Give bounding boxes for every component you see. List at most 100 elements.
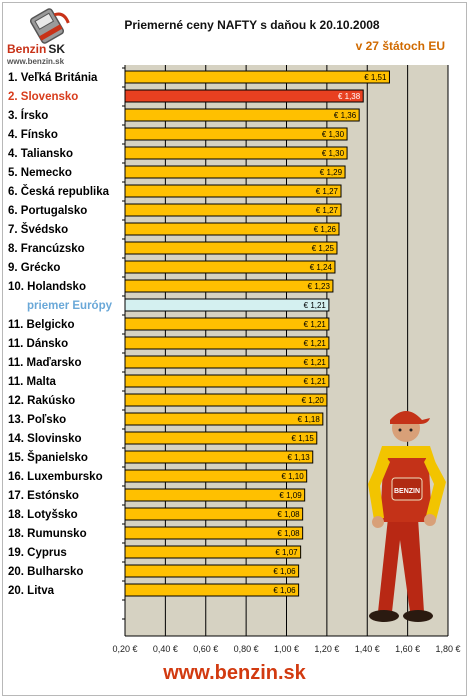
bar-value-label: € 1,08 bbox=[277, 510, 300, 519]
bar bbox=[124, 165, 346, 179]
benzin-sk-logo: Benzin SK www.benzin.sk bbox=[3, 6, 83, 68]
bar bbox=[124, 393, 328, 407]
bar-value-label: € 1,30 bbox=[322, 149, 345, 158]
category-label: 8. Francúzsko bbox=[8, 243, 85, 255]
category-label: 11. Belgicko bbox=[8, 319, 74, 331]
bar-value-label: € 1,29 bbox=[320, 168, 343, 177]
bar bbox=[124, 431, 318, 445]
category-label: 11. Dánsko bbox=[8, 338, 68, 350]
logo-text-suffix: SK bbox=[48, 42, 66, 56]
bar bbox=[124, 260, 336, 274]
bar-value-label: € 1,27 bbox=[316, 187, 339, 196]
category-label: 7. Švédsko bbox=[8, 223, 68, 236]
bar bbox=[124, 241, 338, 255]
bar bbox=[124, 507, 304, 521]
bar-value-label: € 1,24 bbox=[310, 263, 333, 272]
category-label: 13. Poľsko bbox=[8, 414, 66, 426]
bar-value-label: € 1,30 bbox=[322, 130, 345, 139]
chart-subtitle: v 27 štátoch EU bbox=[355, 39, 445, 53]
bar-value-label: € 1,36 bbox=[334, 111, 357, 120]
bar-value-label: € 1,21 bbox=[304, 339, 327, 348]
bar bbox=[124, 146, 348, 160]
bar bbox=[124, 545, 302, 559]
bar bbox=[124, 469, 308, 483]
x-tick-label: 0,80 € bbox=[234, 644, 259, 654]
svg-text:BENZIN: BENZIN bbox=[394, 488, 420, 495]
bar bbox=[124, 488, 306, 502]
category-label: 17. Estónsko bbox=[8, 490, 79, 502]
bar bbox=[124, 89, 364, 103]
bar-value-label: € 1,38 bbox=[338, 92, 361, 101]
bar-value-label: € 1,07 bbox=[275, 548, 298, 557]
category-label: 6. Česká republika bbox=[8, 185, 110, 198]
bar-value-label: € 1,06 bbox=[273, 586, 296, 595]
bar-value-label: € 1,51 bbox=[364, 73, 387, 82]
x-tick-label: 0,20 € bbox=[112, 644, 137, 654]
bar bbox=[124, 526, 304, 540]
x-tick-label: 1,60 € bbox=[395, 644, 420, 654]
bar bbox=[124, 184, 342, 198]
category-label: 9. Grécko bbox=[8, 262, 60, 274]
bar-value-label: € 1,06 bbox=[273, 567, 296, 576]
category-label: 4. Taliansko bbox=[8, 148, 73, 160]
bar-value-label: € 1,09 bbox=[279, 491, 302, 500]
fuel-pump-logo-icon bbox=[29, 8, 70, 44]
x-tick-label: 0,60 € bbox=[193, 644, 218, 654]
bar bbox=[124, 355, 330, 369]
chart-title: Priemerné ceny NAFTY s daňou k 20.10.200… bbox=[124, 18, 380, 32]
bar bbox=[124, 298, 330, 312]
bar-value-label: € 1,25 bbox=[312, 244, 335, 253]
category-label: 11. Maďarsko bbox=[8, 357, 81, 369]
category-label: 11. Malta bbox=[8, 376, 57, 388]
bar bbox=[124, 222, 340, 236]
category-label: 18. Rumunsko bbox=[8, 528, 87, 540]
bar-value-label: € 1,26 bbox=[314, 225, 337, 234]
x-tick-label: 1,40 € bbox=[355, 644, 380, 654]
bar-value-label: € 1,23 bbox=[308, 282, 331, 291]
category-label: 10. Holandsko bbox=[8, 281, 86, 293]
bar bbox=[124, 336, 330, 350]
bar bbox=[124, 583, 300, 597]
category-label: 20. Litva bbox=[8, 585, 55, 597]
footer-url: www.benzin.sk bbox=[163, 662, 306, 684]
category-label: 1. Veľká Británia bbox=[8, 72, 98, 84]
x-tick-label: 0,40 € bbox=[153, 644, 178, 654]
bar bbox=[124, 374, 330, 388]
logo-text: Benzin bbox=[7, 42, 47, 56]
category-label: priemer Európy bbox=[27, 300, 113, 312]
category-label: 18. Lotyšsko bbox=[8, 509, 78, 521]
logo-wordmark: Benzin SK bbox=[7, 42, 65, 56]
bar-value-label: € 1,18 bbox=[298, 415, 321, 424]
bar bbox=[124, 564, 300, 578]
x-tick-label: 1,20 € bbox=[314, 644, 339, 654]
bar-value-label: € 1,21 bbox=[304, 358, 327, 367]
bar-value-label: € 1,21 bbox=[304, 377, 327, 386]
category-label: 3. Írsko bbox=[8, 109, 48, 122]
bar bbox=[124, 127, 348, 141]
bar bbox=[124, 108, 360, 122]
category-label: 12. Rakúsko bbox=[8, 395, 75, 407]
bar-value-label: € 1,15 bbox=[292, 434, 315, 443]
bar bbox=[124, 412, 324, 426]
category-label: 16. Luxembursko bbox=[8, 471, 103, 483]
category-label: 5. Nemecko bbox=[8, 167, 72, 179]
bar-value-label: € 1,21 bbox=[304, 301, 327, 310]
x-tick-label: 1,80 € bbox=[435, 644, 460, 654]
bar bbox=[124, 317, 330, 331]
bar bbox=[124, 203, 342, 217]
mechanic-mascot-illustration: BENZIN bbox=[368, 411, 446, 622]
bar-value-label: € 1,20 bbox=[302, 396, 325, 405]
category-label: 14. Slovinsko bbox=[8, 433, 82, 445]
bar-value-label: € 1,21 bbox=[304, 320, 327, 329]
category-label: 4. Fínsko bbox=[8, 129, 58, 141]
category-label: 20. Bulharsko bbox=[8, 566, 83, 578]
x-tick-label: 1,00 € bbox=[274, 644, 299, 654]
bar bbox=[124, 70, 390, 84]
bar bbox=[124, 450, 314, 464]
bar-value-label: € 1,27 bbox=[316, 206, 339, 215]
logo-url: www.benzin.sk bbox=[7, 57, 65, 66]
bar bbox=[124, 279, 334, 293]
bar-value-label: € 1,08 bbox=[277, 529, 300, 538]
category-label: 2. Slovensko bbox=[8, 91, 78, 103]
